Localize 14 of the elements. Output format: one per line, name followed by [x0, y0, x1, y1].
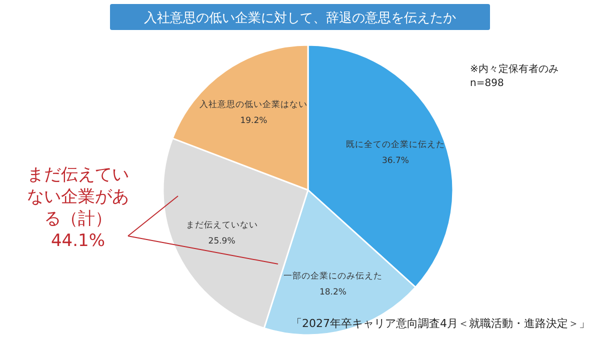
- data-label: 18.2%: [319, 287, 346, 298]
- slice-label: 入社意思の低い企業はない: [200, 99, 308, 110]
- chart-title: 入社意思の低い企業に対して、辞退の意思を伝えたか: [144, 10, 456, 26]
- text: n=898: [470, 78, 504, 89]
- text: まだ伝えていない企業がある（計）: [27, 165, 129, 229]
- data-label: 19.2%: [240, 116, 268, 126]
- text: 44.1%: [50, 231, 106, 251]
- slice-label: 既に全ての企業に伝えた: [346, 139, 445, 150]
- slice-label: 一部の企業にのみ伝えた: [283, 270, 382, 282]
- text: 「2027年卒キャリア意向調査4月＜就職活動・進路決定＞」: [291, 317, 590, 330]
- data-label: 25.9%: [208, 236, 236, 247]
- text: ※内々定保有者のみ: [470, 63, 558, 75]
- data-label: 36.7%: [382, 156, 409, 166]
- slice-label: まだ伝えていない: [186, 220, 258, 231]
